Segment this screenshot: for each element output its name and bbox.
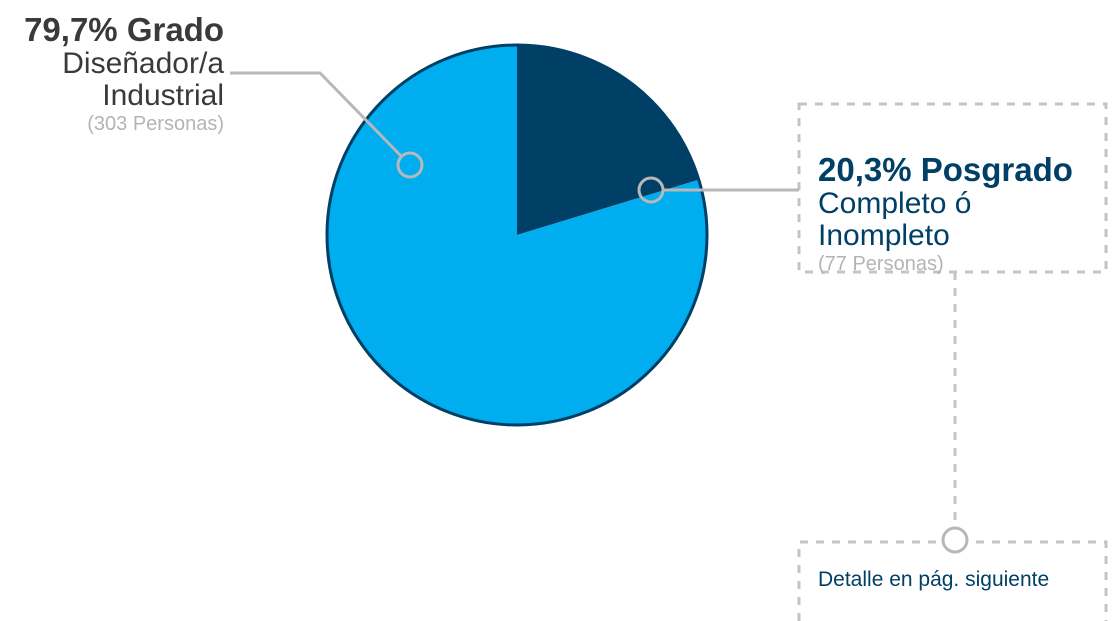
posgrado-percent-label: 20,3% Posgrado [818, 151, 1073, 188]
posgrado-leader-dot [637, 176, 665, 204]
grado-desc-line-2: Industrial [102, 79, 224, 113]
grado-label: 79,7% Grado Diseñador/a Industrial (303 … [24, 12, 224, 136]
grado-desc-line-1: Diseñador/a [62, 46, 224, 80]
posgrado-desc-line-1: Completo ó [818, 186, 972, 220]
posgrado-count-label: (77 Personas) [818, 253, 944, 276]
grado-count-label: (303 Personas) [87, 113, 224, 136]
pie-outline [325, 43, 709, 427]
note-connector-dot [941, 526, 969, 554]
posgrado-label: 20,3% Posgrado Completo ó Inompleto (77 … [818, 152, 1073, 276]
pie-slice-posgrado [517, 45, 699, 235]
grado-leader-dot [396, 151, 424, 179]
posgrado-dashed-box [797, 102, 1108, 274]
grado-leader-line [230, 71, 404, 159]
pie-slice-grado [326, 45, 707, 426]
grado-percent-label: 79,7% Grado [24, 11, 224, 48]
note-dashed-box [797, 540, 1108, 621]
chart-note: Detalle en pág. siguiente [818, 568, 1050, 591]
posgrado-desc-line-2: Inompleto [818, 219, 950, 253]
